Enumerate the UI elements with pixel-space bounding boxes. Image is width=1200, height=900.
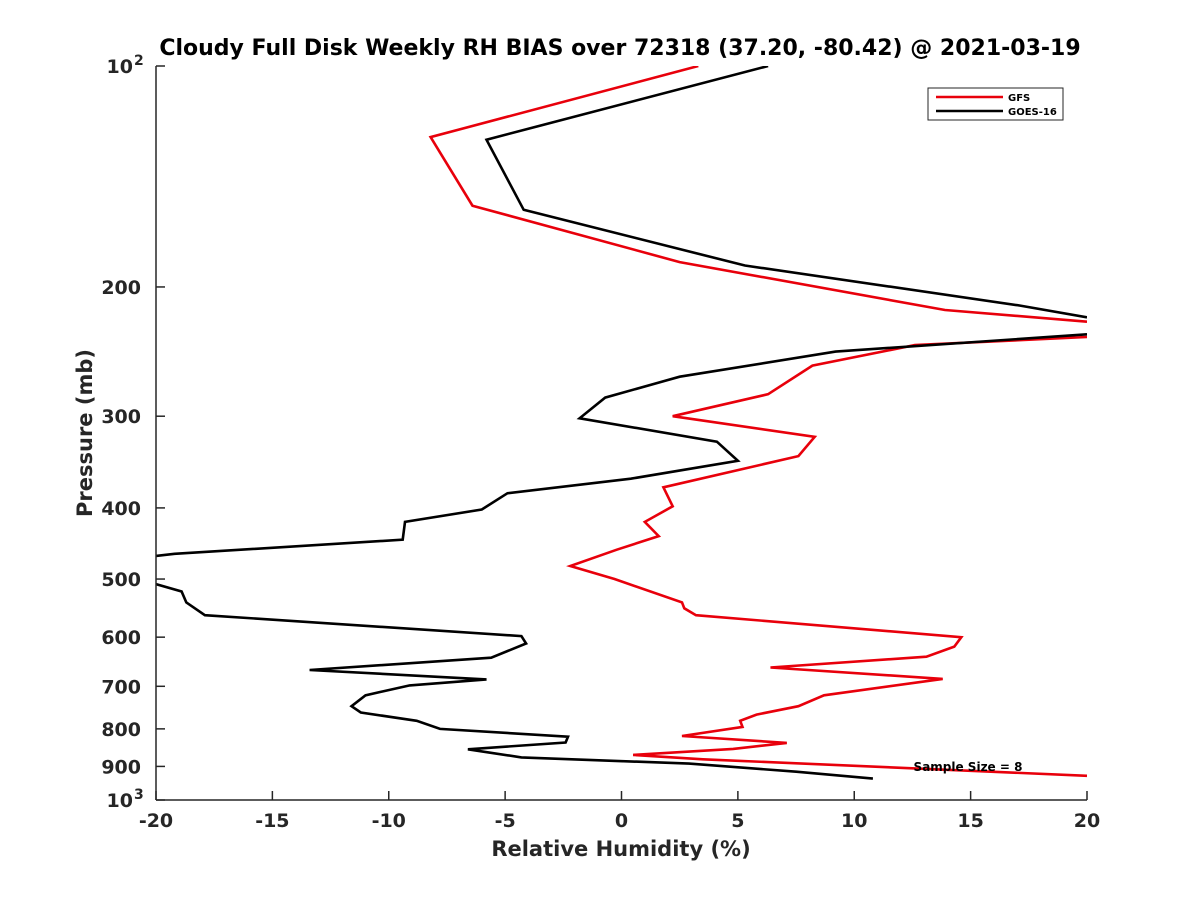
series-layer <box>156 66 1087 780</box>
x-tick-label: 5 <box>731 810 744 832</box>
series-gfs <box>428 66 1087 778</box>
series-line-goes16-segment-2 <box>156 582 874 780</box>
y-tick-exponent: 3 <box>134 787 144 803</box>
y-axis-label: Pressure (mb) <box>73 349 97 517</box>
x-tick-label: 0 <box>615 810 628 832</box>
y-tick-label: 500 <box>101 569 141 591</box>
plot-area: -20 -15 -10 -5 0 5 10 15 20 10 220030040050060070… <box>101 53 1100 832</box>
x-tick-label: -20 <box>139 810 173 832</box>
x-tick-label: 10 <box>841 810 867 832</box>
legend: GFS GOES-16 <box>927 87 1064 121</box>
series-line-gfs-segment-0 <box>428 66 1087 323</box>
x-axis-label: Relative Humidity (%) <box>491 837 750 861</box>
legend-label-goes16: GOES-16 <box>1008 107 1057 118</box>
y-tick-label: 900 <box>101 756 141 778</box>
y-tick-label: 700 <box>101 676 141 698</box>
series-line-goes16-segment-1 <box>156 333 1087 558</box>
series-goes16 <box>156 66 1087 780</box>
x-tick-label: 20 <box>1074 810 1100 832</box>
y-tick-label: 600 <box>101 627 141 649</box>
y-tick-exponent: 2 <box>134 53 144 69</box>
sample-size-annotation: Sample Size = 8 <box>914 760 1023 774</box>
x-tick-label: 15 <box>957 810 983 832</box>
x-ticks: -20 -15 -10 -5 0 5 10 15 20 <box>139 791 1100 832</box>
plot-background <box>156 66 1087 800</box>
y-tick-label: 400 <box>101 498 141 520</box>
y-tick-label: 10 <box>107 790 133 812</box>
x-tick-label: -15 <box>255 810 289 832</box>
chart-title: Cloudy Full Disk Weekly RH BIAS over 723… <box>159 36 1080 61</box>
legend-label-gfs: GFS <box>1008 93 1030 104</box>
legend-box <box>927 87 1064 121</box>
x-tick-label: -5 <box>495 810 516 832</box>
series-line-goes16-segment-0 <box>484 66 1087 319</box>
y-tick-label: 300 <box>101 406 141 428</box>
x-tick-label: -10 <box>372 810 406 832</box>
series-line-gfs-segment-1 <box>566 335 1087 778</box>
y-tick-label: 800 <box>101 719 141 741</box>
y-tick-label: 200 <box>101 277 141 299</box>
y-tick-label: 10 <box>107 56 133 78</box>
